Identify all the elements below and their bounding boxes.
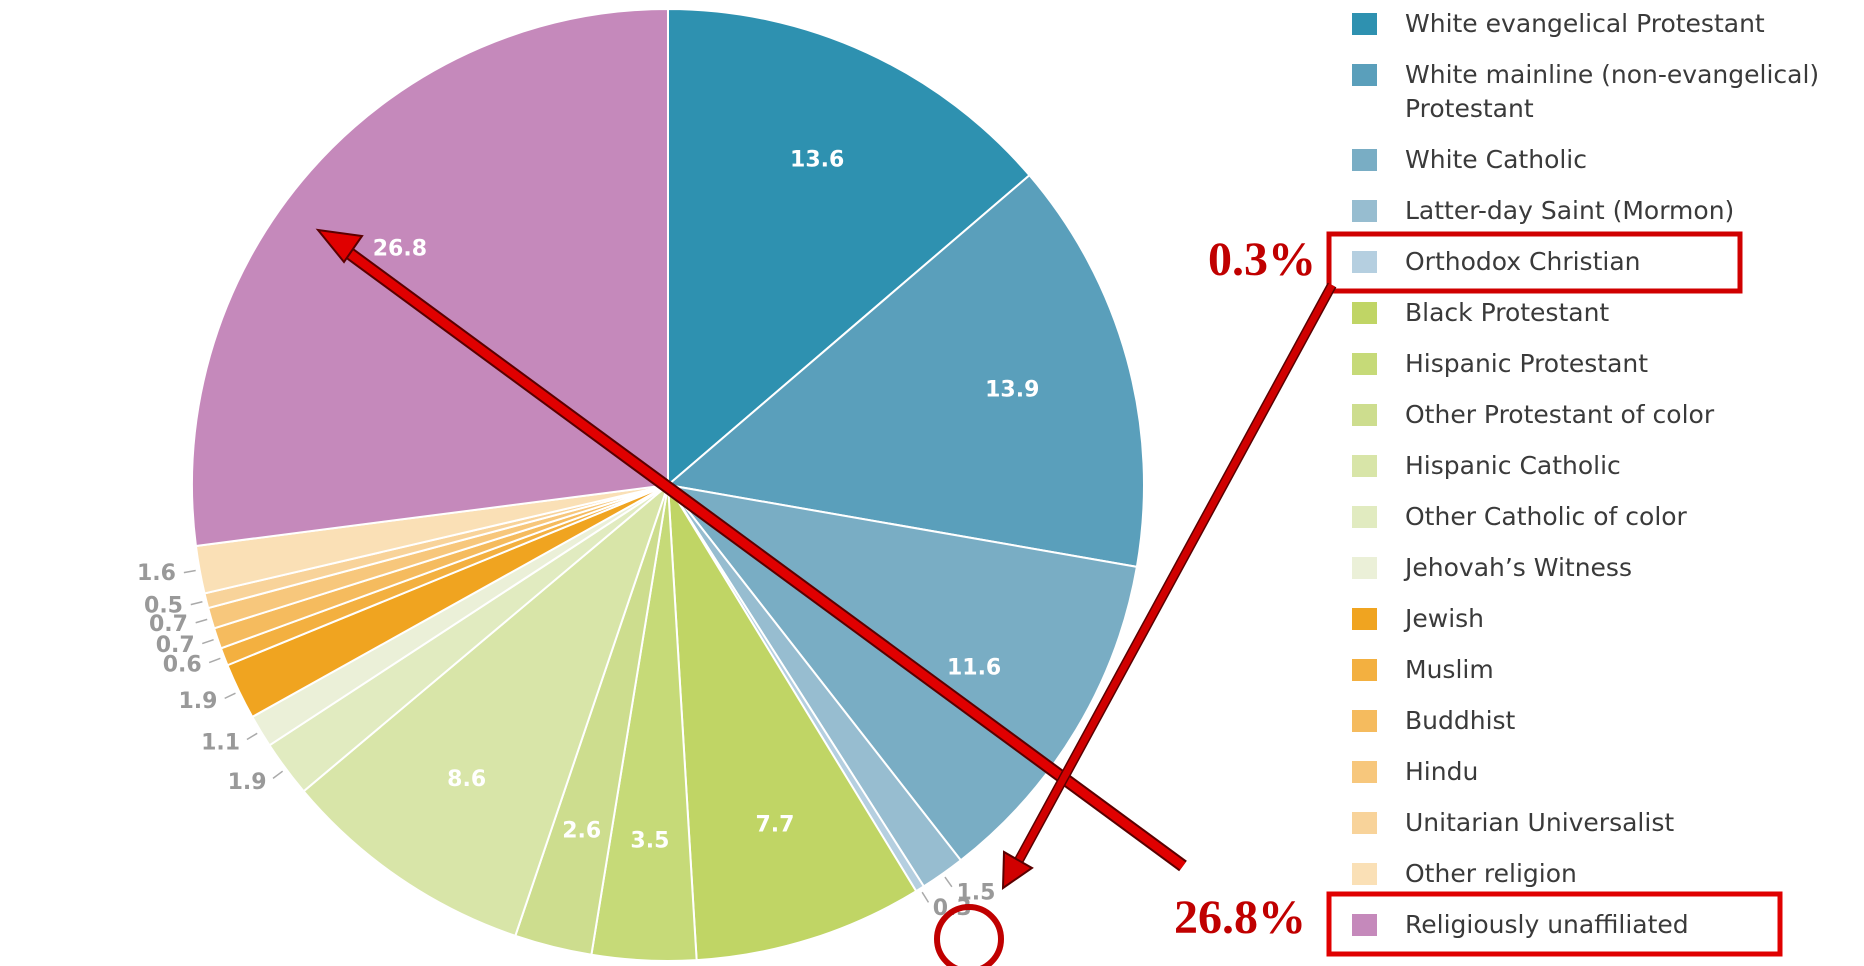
labels: 13.613.911.61.50.37.73.52.68.61.91.11.90… (137, 148, 1039, 922)
legend-label: Religiously unaffiliated (1405, 910, 1689, 939)
annotation: 0.3% (1208, 233, 1316, 286)
legend: White evangelical Protestant White mainli… (1352, 7, 1822, 959)
leader-line (224, 692, 236, 700)
arrow (315, 228, 1187, 872)
leader-line (246, 732, 258, 741)
legend-swatch (1352, 761, 1377, 783)
legend-item: Jewish (1352, 602, 1822, 636)
data-label: 0.6 (163, 652, 202, 677)
legend-item: Buddhist (1352, 704, 1822, 738)
legend-item: Other religion (1352, 857, 1822, 891)
data-label: 11.6 (947, 656, 1001, 681)
legend-swatch (1352, 455, 1377, 477)
highlight-circle (934, 904, 1004, 966)
leader-line (944, 876, 953, 888)
legend-item: Jehovah’s Witness (1352, 551, 1822, 585)
legend-item: Latter-day Saint (Mormon) (1352, 194, 1822, 228)
legend-label: Jehovah’s Witness (1405, 553, 1632, 582)
leader-line (202, 638, 214, 645)
legend-swatch (1352, 200, 1377, 222)
legend-swatch (1352, 64, 1377, 86)
data-label: 2.6 (562, 818, 601, 843)
legend-swatch (1352, 659, 1377, 681)
legend-swatch (1352, 710, 1377, 732)
highlight-box (1326, 891, 1783, 957)
legend-label: White mainline (non-evangelical) Protest… (1405, 60, 1820, 123)
pie-slice (667, 484, 918, 962)
legend-item: Other Catholic of color (1352, 500, 1822, 534)
legend-label: Black Protestant (1405, 298, 1610, 327)
legend-swatch (1352, 353, 1377, 375)
legend-swatch (1352, 863, 1377, 885)
leader-line (195, 618, 208, 624)
legend-label: Muslim (1405, 655, 1494, 684)
leader-line (208, 657, 221, 664)
data-label: 1.9 (228, 770, 267, 795)
arrow (1001, 282, 1337, 890)
legend-item: Hindu (1352, 755, 1822, 789)
legend-item: Unitarian Universalist (1352, 806, 1822, 840)
pie-slice (191, 7, 669, 548)
legend-label: Other Protestant of color (1405, 400, 1715, 429)
data-label: 8.6 (447, 767, 486, 792)
legend-label: Hispanic Catholic (1405, 451, 1621, 480)
legend-item: Hispanic Catholic (1352, 449, 1822, 483)
data-label: 0.7 (156, 633, 195, 658)
data-label: 7.7 (755, 813, 794, 838)
legend-swatch (1352, 608, 1377, 630)
legend-item: Hispanic Protestant (1352, 347, 1822, 381)
data-label: 1.6 (137, 561, 176, 586)
highlight-box (1326, 231, 1743, 294)
pie-slice (665, 173, 1145, 568)
leader-line (190, 601, 203, 606)
legend-label: Buddhist (1405, 706, 1516, 735)
legend-swatch (1352, 557, 1377, 579)
legend-label: Other religion (1405, 859, 1577, 888)
data-label: 0.5 (144, 594, 183, 619)
annotation: 26.8% (1174, 891, 1306, 944)
legend-swatch (1352, 914, 1377, 936)
legend-item: White Catholic (1352, 143, 1822, 177)
legend-label: White Catholic (1405, 145, 1587, 174)
legend-item: Religiously unaffiliated (1352, 908, 1822, 942)
legend-label: Orthodox Christian (1405, 247, 1641, 276)
legend-swatch (1352, 149, 1377, 171)
data-label: 26.8 (373, 236, 427, 261)
legend-item: Black Protestant (1352, 296, 1822, 330)
legend-label: Latter-day Saint (Mormon) (1405, 196, 1735, 225)
legend-swatch (1352, 302, 1377, 324)
legend-swatch (1352, 13, 1377, 35)
legend-swatch (1352, 404, 1377, 426)
legend-swatch (1352, 251, 1377, 273)
data-label: 1.5 (956, 880, 995, 905)
data-label: 1.1 (201, 731, 240, 756)
legend-item: White evangelical Protestant (1352, 7, 1822, 41)
data-label: 13.6 (790, 148, 844, 173)
legend-label: Unitarian Universalist (1405, 808, 1675, 837)
legend-label: White evangelical Protestant (1405, 9, 1765, 38)
legend-swatch (1352, 812, 1377, 834)
pie-slice (302, 481, 671, 938)
legend-item: White mainline (non-evangelical) Protest… (1352, 58, 1822, 126)
leader-line (272, 770, 284, 779)
legend-swatch (1352, 506, 1377, 528)
data-label: 0.7 (149, 612, 188, 637)
legend-item: Other Protestant of color (1352, 398, 1822, 432)
legend-item: Muslim (1352, 653, 1822, 687)
leader-line (183, 569, 196, 574)
pie-slice (667, 7, 1031, 488)
data-label: 13.9 (985, 378, 1039, 403)
data-label: 3.5 (630, 829, 669, 854)
legend-item: Orthodox Christian (1352, 245, 1822, 279)
legend-label: Hindu (1405, 757, 1479, 786)
leader-line (921, 891, 930, 903)
legend-label: Other Catholic of color (1405, 502, 1687, 531)
data-label: 1.9 (178, 689, 217, 714)
legend-label: Jewish (1405, 604, 1485, 633)
legend-label: Hispanic Protestant (1405, 349, 1649, 378)
